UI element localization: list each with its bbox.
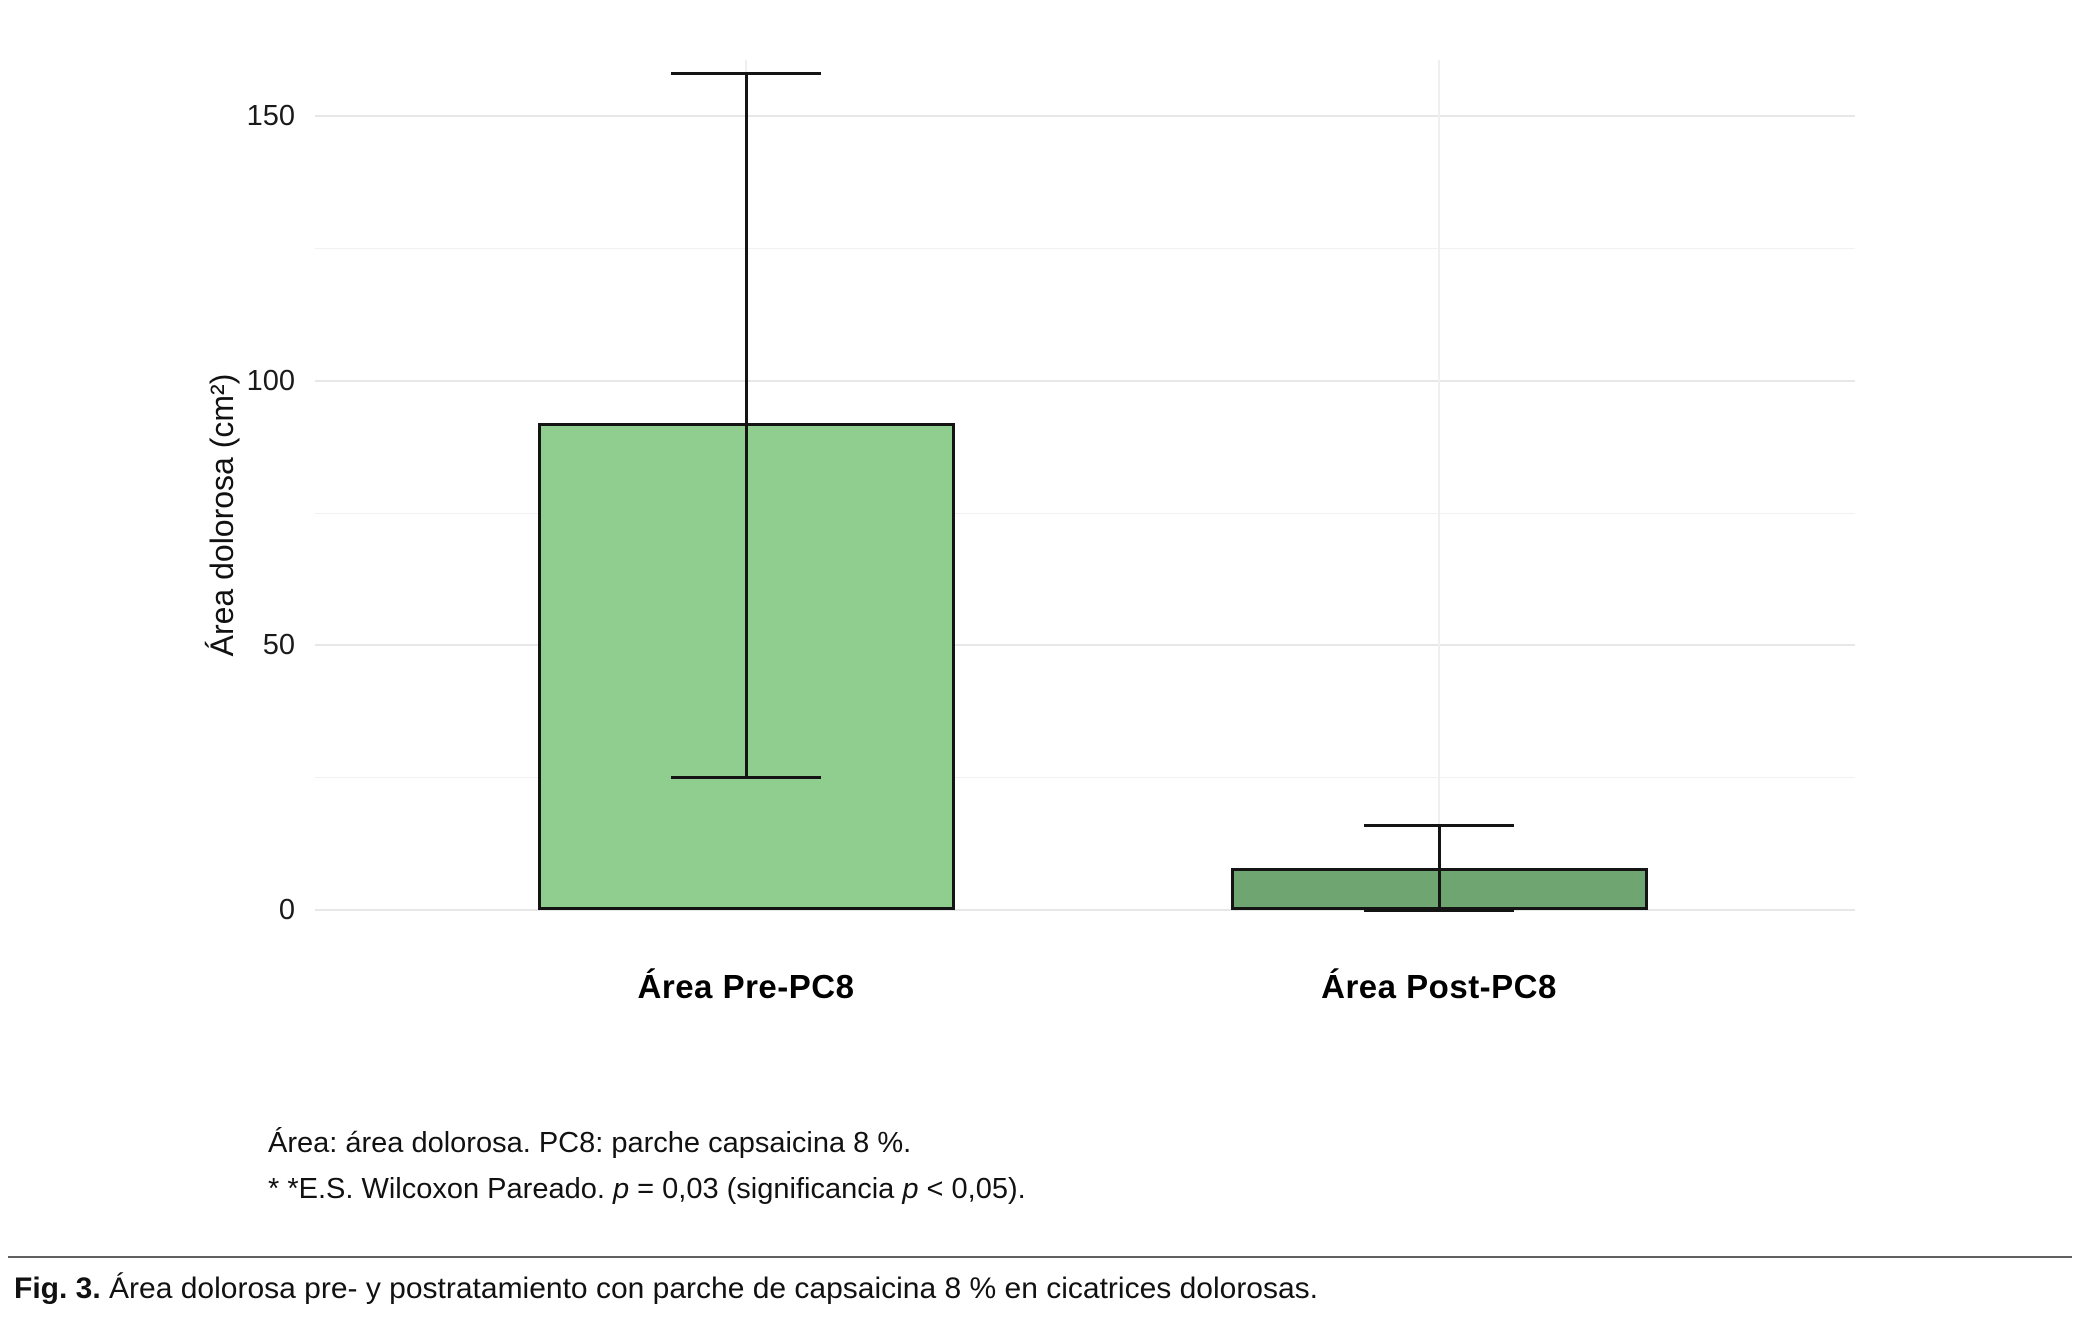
footnote-italic-p: p bbox=[902, 1173, 919, 1206]
footnote-line2: * *E.S. Wilcoxon Pareado. p = 0,03 (sign… bbox=[268, 1166, 1026, 1212]
y-axis-title: Área dolorosa (cm²) bbox=[204, 373, 240, 657]
footnote-block: Área: área dolorosa. PC8: parche capsaic… bbox=[268, 1120, 1026, 1213]
minor-gridline bbox=[315, 777, 1855, 779]
y-axis-tick-label: 50 bbox=[262, 629, 295, 662]
footnote-line1: Área: área dolorosa. PC8: parche capsaic… bbox=[268, 1127, 912, 1159]
category-gridline bbox=[1438, 60, 1440, 910]
error-bar-line bbox=[744, 73, 748, 778]
x-category-label: Área Post-PC8 bbox=[1321, 968, 1557, 1005]
error-bar-cap-top bbox=[671, 72, 821, 76]
minor-gridline bbox=[315, 247, 1855, 249]
y-axis-tick-label: 150 bbox=[246, 100, 295, 132]
major-gridline bbox=[315, 379, 1855, 382]
major-gridline bbox=[315, 115, 1855, 117]
error-bar-cap-top bbox=[1364, 823, 1514, 827]
caption-text: Área dolorosa pre- y postratamiento con … bbox=[109, 1272, 1319, 1305]
error-bar-line bbox=[1437, 825, 1441, 910]
minor-gridline bbox=[315, 512, 1855, 514]
x-category-label: Área Pre-PC8 bbox=[637, 968, 855, 1005]
caption-divider bbox=[8, 1256, 2072, 1258]
caption-label: Fig. 3. bbox=[14, 1272, 101, 1305]
y-axis-tick-label: 100 bbox=[246, 364, 295, 397]
footnote-text-segment: * *E.S. Wilcoxon Pareado. bbox=[268, 1173, 613, 1206]
figure-caption: Fig. 3. Área dolorosa pre- y postratamie… bbox=[14, 1272, 1318, 1306]
footnote-text-segment: < 0,05). bbox=[918, 1173, 1026, 1206]
major-gridline bbox=[315, 909, 1855, 911]
major-gridline bbox=[315, 644, 1855, 647]
error-bar-cap-bottom bbox=[671, 776, 821, 780]
footnote-text-segment: = 0,03 (significancia bbox=[629, 1173, 903, 1206]
error-bar-cap-bottom bbox=[1364, 908, 1514, 912]
footnote-italic-p: p bbox=[612, 1173, 630, 1206]
y-axis-tick-label: 0 bbox=[278, 894, 295, 926]
